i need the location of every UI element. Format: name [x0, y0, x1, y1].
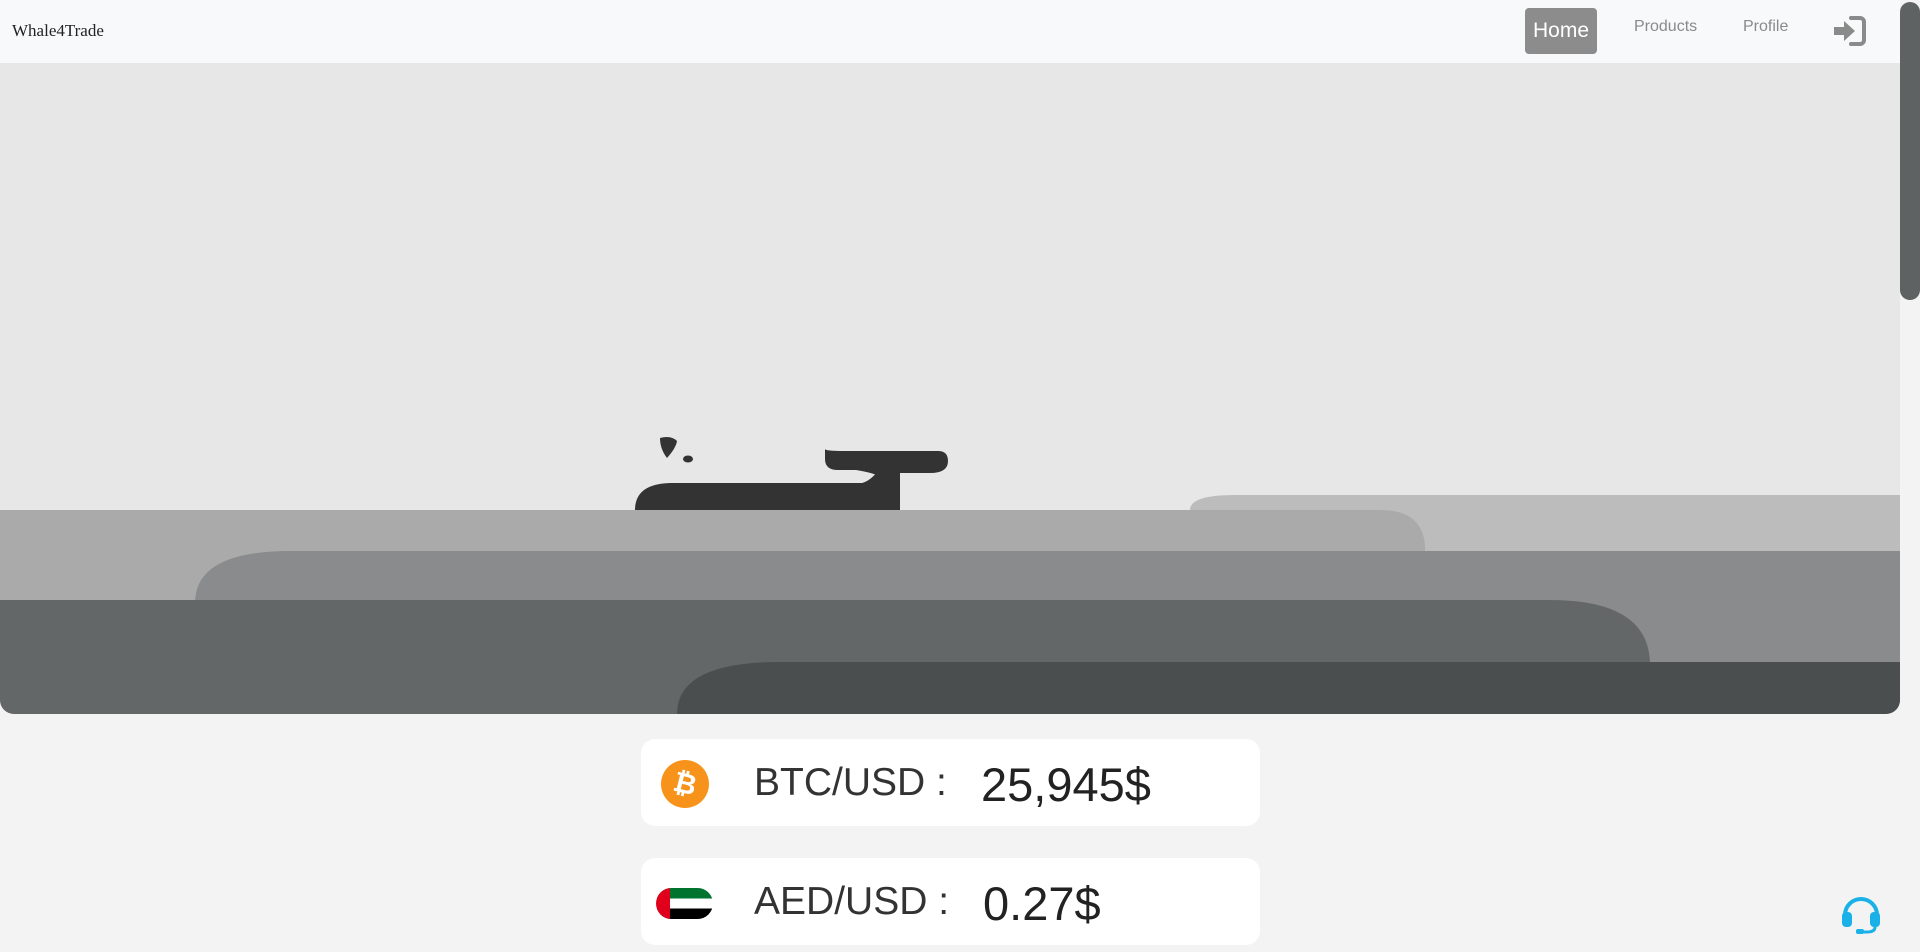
nav-products[interactable]: Products	[1634, 18, 1698, 35]
navbar: Whale4Trade Home Products Profile	[0, 0, 1900, 63]
sign-in-icon[interactable]	[1832, 16, 1866, 46]
bitcoin-icon: ₿	[661, 760, 709, 808]
whale-waves-illustration	[0, 437, 1900, 714]
nav-profile[interactable]: Profile	[1743, 18, 1789, 35]
brand-logo[interactable]: Whale4Trade	[12, 21, 104, 40]
rate-card-btc: ₿ BTC/USD : 25,945$	[641, 739, 1260, 826]
rate-card-aed: AED/USD : 0.27$	[641, 858, 1260, 945]
hero-banner	[0, 63, 1900, 714]
rate-pair-label: BTC/USD :	[754, 761, 947, 804]
rate-pair-label: AED/USD :	[754, 880, 950, 923]
uae-flag-icon	[656, 888, 713, 919]
scrollbar-thumb[interactable]	[1900, 2, 1920, 300]
headset-icon[interactable]	[1839, 891, 1883, 935]
rate-value: 0.27$	[983, 877, 1101, 930]
nav-home[interactable]: Home	[1525, 8, 1597, 54]
rate-value: 25,945$	[981, 758, 1151, 811]
